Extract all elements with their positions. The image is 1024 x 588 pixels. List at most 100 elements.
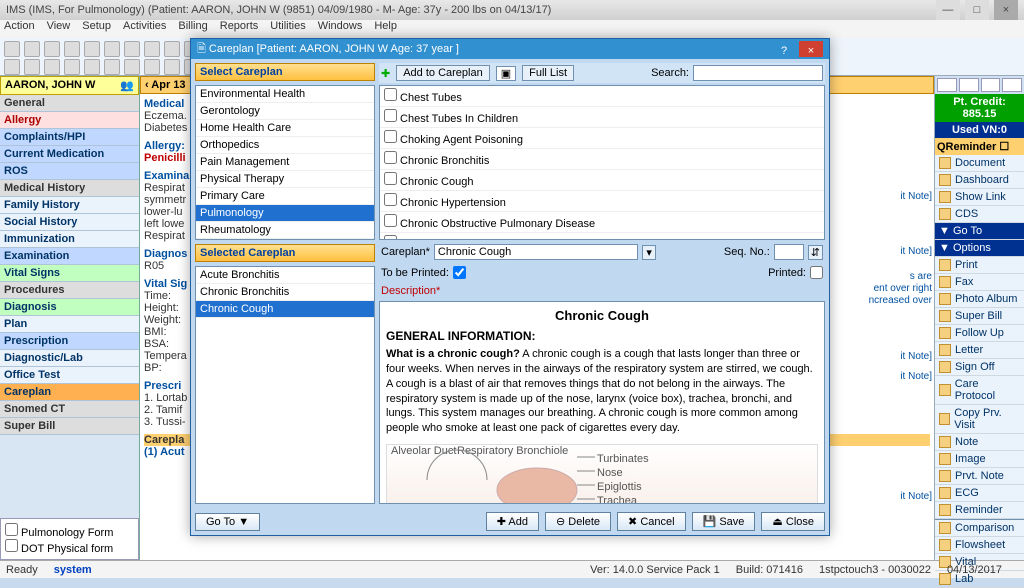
nav-current-medication[interactable]: Current Medication bbox=[0, 146, 139, 163]
nav-office-test[interactable]: Office Test bbox=[0, 367, 139, 384]
menu-windows[interactable]: Windows bbox=[318, 20, 363, 32]
nav-diagnostic-lab[interactable]: Diagnostic/Lab bbox=[0, 350, 139, 367]
selected-item[interactable]: Acute Bronchitis bbox=[196, 267, 374, 284]
close-button[interactable]: × bbox=[994, 0, 1018, 20]
rnav-print[interactable]: Print bbox=[935, 257, 1024, 274]
description-box[interactable]: Chronic Cough GENERAL INFORMATION: What … bbox=[379, 301, 825, 504]
toolbar-icon[interactable] bbox=[104, 41, 120, 57]
select-item[interactable]: Home Health Care bbox=[196, 120, 374, 137]
toolbar-icon[interactable] bbox=[104, 59, 120, 75]
toolbar-icon[interactable] bbox=[24, 59, 40, 75]
edit-note-link[interactable]: it Note] bbox=[900, 371, 932, 382]
menu-billing[interactable]: Billing bbox=[178, 20, 207, 32]
add-to-careplan-button[interactable]: Add to Careplan bbox=[396, 65, 490, 81]
toolbar-icon[interactable] bbox=[64, 59, 80, 75]
plan-option[interactable]: Chronic Obstructive Pulmonary Disease bbox=[380, 212, 824, 233]
rnav-comparison[interactable]: Comparison bbox=[935, 520, 1024, 537]
selected-item[interactable]: Chronic Cough bbox=[196, 301, 374, 318]
select-item[interactable]: Pulmonology bbox=[196, 205, 374, 222]
select-item[interactable]: Physical Therapy bbox=[196, 171, 374, 188]
selected-careplan-list[interactable]: Acute BronchitisChronic BronchitisChroni… bbox=[195, 266, 375, 504]
nav-complaints-hpi[interactable]: Complaints/HPI bbox=[0, 129, 139, 146]
form-checkbox[interactable]: DOT Physical form bbox=[5, 539, 134, 555]
qreminder-tab[interactable]: QReminder ☐ bbox=[935, 138, 1024, 155]
careplan-field[interactable] bbox=[434, 244, 638, 260]
full-list-button[interactable]: Full List bbox=[522, 65, 574, 81]
toolbar-icon[interactable] bbox=[164, 59, 180, 75]
menu-setup[interactable]: Setup bbox=[82, 20, 111, 32]
menu-action[interactable]: Action bbox=[4, 20, 35, 32]
search-input[interactable] bbox=[693, 65, 823, 81]
toolbar-icon[interactable] bbox=[4, 41, 20, 57]
toolbar-icon[interactable] bbox=[124, 59, 140, 75]
careplan-dropdown-icon[interactable]: ▾ bbox=[642, 245, 656, 260]
nav-family-history[interactable]: Family History bbox=[0, 197, 139, 214]
plan-option[interactable]: Chest Tubes In Children bbox=[380, 107, 824, 128]
toolbar-icon[interactable] bbox=[64, 41, 80, 57]
plan-option[interactable]: Chronic Hypertension bbox=[380, 191, 824, 212]
menu-utilities[interactable]: Utilities bbox=[270, 20, 305, 32]
select-item[interactable]: Gerontology bbox=[196, 103, 374, 120]
toolbar-icon[interactable] bbox=[4, 59, 20, 75]
dialog-help-button[interactable]: ? bbox=[772, 41, 796, 57]
toolbar-icon[interactable] bbox=[164, 41, 180, 57]
plan-option[interactable]: Cigarette Smoking And Its Health Risks bbox=[380, 233, 824, 240]
menu-view[interactable]: View bbox=[47, 20, 71, 32]
dialog-close-button[interactable]: × bbox=[799, 41, 823, 57]
rnav-flowsheet[interactable]: Flowsheet bbox=[935, 537, 1024, 554]
toolbar-icon[interactable] bbox=[44, 59, 60, 75]
nav-social-history[interactable]: Social History bbox=[0, 214, 139, 231]
minimize-button[interactable]: — bbox=[936, 0, 960, 20]
nav-super-bill[interactable]: Super Bill bbox=[0, 418, 139, 435]
edit-note-link[interactable]: it Note] bbox=[900, 246, 932, 257]
save-button[interactable]: 💾 Save bbox=[692, 512, 756, 531]
seqno-field[interactable] bbox=[774, 244, 804, 260]
nav-general[interactable]: General bbox=[0, 95, 139, 112]
rnav-prvt-note[interactable]: Prvt. Note bbox=[935, 468, 1024, 485]
select-item[interactable]: Primary Care bbox=[196, 188, 374, 205]
options-dropdown[interactable]: ▼ Options bbox=[935, 240, 1024, 257]
select-item[interactable]: Orthopedics bbox=[196, 137, 374, 154]
close-button[interactable]: ⏏ Close bbox=[761, 512, 825, 531]
toolbar-icon[interactable] bbox=[84, 41, 100, 57]
rnav-ecg[interactable]: ECG bbox=[935, 485, 1024, 502]
menu-reports[interactable]: Reports bbox=[220, 20, 259, 32]
goto-button[interactable]: Go To ▼ bbox=[195, 513, 260, 531]
rnav-sign-off[interactable]: Sign Off bbox=[935, 359, 1024, 376]
cancel-button[interactable]: ✖ Cancel bbox=[617, 512, 686, 531]
toolbar-icon[interactable] bbox=[44, 41, 60, 57]
nav-diagnosis[interactable]: Diagnosis bbox=[0, 299, 139, 316]
rnav-reminder[interactable]: Reminder bbox=[935, 502, 1024, 519]
nav-ros[interactable]: ROS bbox=[0, 163, 139, 180]
nav-allergy[interactable]: Allergy bbox=[0, 112, 139, 129]
edit-note-link[interactable]: it Note] bbox=[900, 351, 932, 362]
seqno-stepper[interactable]: ⇵ bbox=[808, 245, 823, 260]
delete-button[interactable]: ⊖ Delete bbox=[545, 512, 611, 531]
nav-careplan[interactable]: Careplan bbox=[0, 384, 139, 401]
toolbar-icon[interactable] bbox=[84, 59, 100, 75]
rnav-super-bill[interactable]: Super Bill bbox=[935, 308, 1024, 325]
toolbar-icon[interactable] bbox=[144, 59, 160, 75]
plan-option[interactable]: Chronic Bronchitis bbox=[380, 149, 824, 170]
selected-item[interactable]: Chronic Bronchitis bbox=[196, 284, 374, 301]
toggle-icon[interactable]: ▣ bbox=[496, 66, 516, 81]
plan-option[interactable]: Chest Tubes bbox=[380, 86, 824, 107]
nav-immunization[interactable]: Immunization bbox=[0, 231, 139, 248]
select-item[interactable]: Rheumatology bbox=[196, 222, 374, 239]
nav-plan[interactable]: Plan bbox=[0, 316, 139, 333]
rnav-care-protocol[interactable]: Care Protocol bbox=[935, 376, 1024, 405]
tobe-printed-checkbox[interactable] bbox=[453, 266, 466, 279]
rnav-dashboard[interactable]: Dashboard bbox=[935, 172, 1024, 189]
toolbar-icon[interactable] bbox=[144, 41, 160, 57]
goto-dropdown[interactable]: ▼ Go To bbox=[935, 223, 1024, 240]
rnav-letter[interactable]: Letter bbox=[935, 342, 1024, 359]
rnav-document[interactable]: Document bbox=[935, 155, 1024, 172]
add-button[interactable]: ✚ Add bbox=[486, 512, 539, 531]
rnav-show-link[interactable]: Show Link bbox=[935, 189, 1024, 206]
edit-note-link[interactable]: it Note] bbox=[900, 191, 932, 202]
rnav-image[interactable]: Image bbox=[935, 451, 1024, 468]
plan-option[interactable]: Chronic Cough bbox=[380, 170, 824, 191]
maximize-button[interactable]: □ bbox=[965, 0, 989, 20]
careplan-options-list[interactable]: Chest Tubes Chest Tubes In Children Chok… bbox=[379, 85, 825, 240]
select-item[interactable]: Environmental Health bbox=[196, 86, 374, 103]
